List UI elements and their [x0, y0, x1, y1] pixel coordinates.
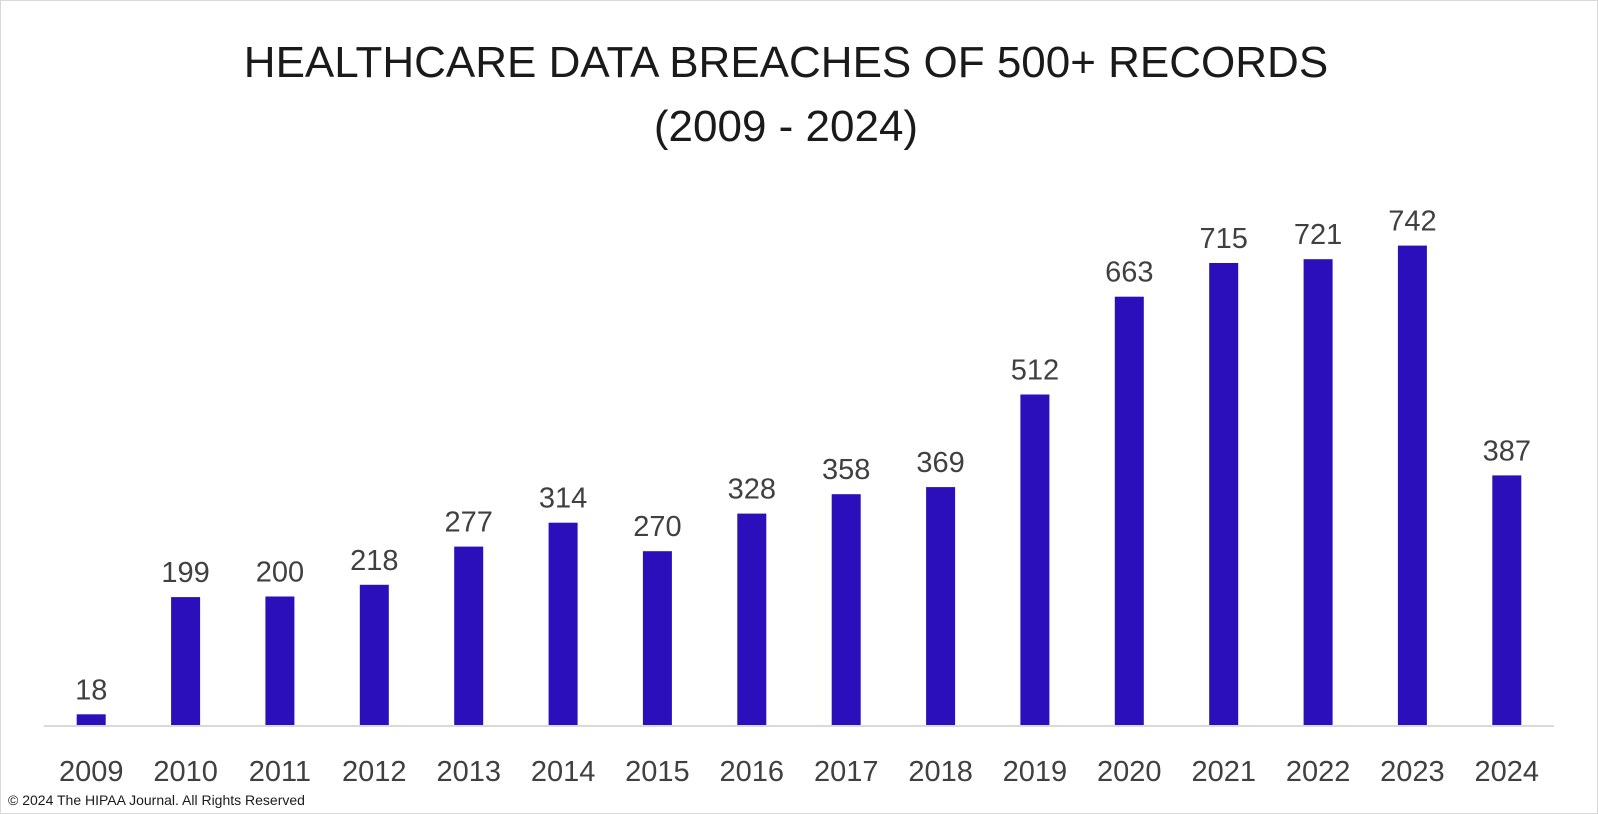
chart-title-line-1: HEALTHCARE DATA BREACHES OF 500+ RECORDS	[244, 38, 1328, 87]
x-tick-label-2024: 2024	[1475, 756, 1540, 788]
x-tick-label-2019: 2019	[1003, 756, 1068, 788]
x-tick-label-2023: 2023	[1380, 756, 1445, 788]
data-label-2023: 742	[1388, 206, 1436, 238]
x-tick-label-2022: 2022	[1286, 756, 1351, 788]
x-tick-label-2017: 2017	[814, 756, 879, 788]
data-label-2019: 512	[1011, 355, 1059, 387]
chart-title-line-2: (2009 - 2024)	[654, 102, 918, 151]
x-tick-label-2018: 2018	[908, 756, 973, 788]
data-label-2011: 200	[256, 557, 304, 589]
x-tick-label-2014: 2014	[531, 756, 596, 788]
bar-2024	[1492, 475, 1522, 726]
x-tick-label-2012: 2012	[342, 756, 407, 788]
x-tick-label-2020: 2020	[1097, 756, 1162, 788]
data-label-2013: 277	[445, 507, 493, 539]
x-tick-label-2010: 2010	[153, 756, 218, 788]
bar-2021	[1209, 263, 1239, 726]
data-label-2021: 715	[1200, 223, 1248, 255]
bar-2010	[171, 597, 201, 726]
bar-2019	[1020, 394, 1050, 726]
copyright-notice: © 2024 The HIPAA Journal. All Rights Res…	[8, 792, 305, 808]
bar-2009	[76, 714, 106, 726]
data-label-2014: 314	[539, 483, 587, 515]
x-tick-label-2011: 2011	[249, 756, 311, 788]
bar-2018	[926, 487, 956, 726]
x-tick-label-2009: 2009	[59, 756, 124, 788]
data-label-2009: 18	[75, 674, 107, 706]
bar-2020	[1114, 296, 1144, 726]
bar-2014	[548, 522, 578, 726]
data-label-2024: 387	[1483, 435, 1531, 467]
x-tick-label-2016: 2016	[720, 756, 785, 788]
bar-2013	[454, 546, 484, 726]
bar-2017	[831, 494, 861, 726]
bar-2011	[265, 596, 295, 726]
data-label-2012: 218	[350, 545, 398, 577]
bar-2015	[642, 551, 672, 726]
x-tick-labels-group: 2009 2010 2011 2012 2013 2014 2015 2016 2017 2018…	[59, 756, 1539, 788]
bar-2016	[737, 513, 767, 726]
bar-2023	[1397, 245, 1427, 726]
x-tick-label-2021: 2021	[1191, 756, 1256, 788]
bar-2022	[1303, 259, 1333, 726]
data-label-2022: 721	[1294, 219, 1342, 251]
x-tick-label-2013: 2013	[436, 756, 501, 788]
bars-group	[76, 245, 1522, 726]
x-tick-label-2015: 2015	[625, 756, 690, 788]
data-label-2020: 663	[1105, 257, 1153, 289]
data-label-2010: 199	[161, 557, 209, 589]
data-label-2015: 270	[633, 511, 681, 543]
bar-2012	[359, 584, 389, 726]
data-label-2018: 369	[916, 447, 964, 479]
data-labels-group: 18 199 200 218 277 314 270 328 358 369 512 663 715 72…	[75, 206, 1531, 707]
data-label-2016: 328	[728, 474, 776, 506]
data-label-2017: 358	[822, 454, 870, 486]
